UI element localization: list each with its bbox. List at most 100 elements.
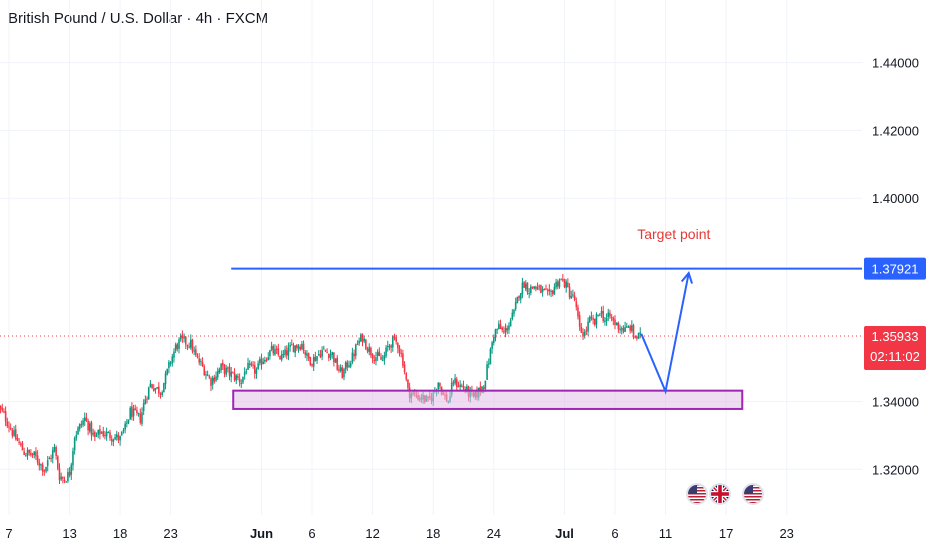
- candle-body: [309, 357, 312, 365]
- candle-body: [218, 369, 221, 373]
- candle-body: [260, 358, 263, 365]
- candle-body: [149, 383, 152, 388]
- candle-body: [302, 343, 305, 352]
- candle-body: [632, 324, 635, 335]
- candle-body: [45, 466, 47, 472]
- candle-body: [228, 366, 231, 376]
- us-flag-icon[interactable]: [686, 483, 708, 505]
- candle-body: [19, 443, 22, 445]
- support-zone[interactable]: [232, 389, 744, 410]
- candle-body: [216, 371, 219, 378]
- candle-body: [285, 350, 288, 356]
- candle-body: [16, 437, 19, 441]
- candle-body: [183, 336, 185, 339]
- candle-body: [508, 325, 510, 330]
- candle-body: [378, 351, 381, 356]
- candle-body: [299, 346, 302, 350]
- uk-flag-icon[interactable]: [709, 483, 731, 505]
- candle-body: [137, 412, 140, 414]
- candle-body: [397, 343, 399, 349]
- candle-body: [225, 367, 227, 375]
- candle-body: [629, 325, 631, 331]
- candle-body: [25, 455, 27, 457]
- projection-path[interactable]: [640, 272, 690, 395]
- candle-body: [627, 326, 630, 328]
- y-tick-label: 1.32000: [872, 462, 919, 477]
- candle-body: [622, 328, 625, 332]
- candle-body: [317, 353, 320, 356]
- candle-body: [567, 282, 569, 288]
- candle-body: [158, 386, 160, 394]
- candle-body: [365, 339, 367, 350]
- candle-body: [220, 363, 222, 371]
- candle-body: [65, 481, 68, 483]
- candle-body: [573, 295, 576, 301]
- candle-body: [358, 340, 360, 344]
- candle-body: [296, 344, 298, 349]
- candle-body: [115, 434, 118, 438]
- candle-body: [513, 309, 515, 314]
- candle-body: [639, 332, 642, 334]
- candle-body: [77, 427, 79, 435]
- candle-body: [511, 312, 514, 320]
- x-axis[interactable]: 7 13 18 23 Jun 6 12 18 24 Jul 6 11 17 23: [5, 526, 794, 541]
- candle-body: [459, 384, 461, 387]
- candle-body: [43, 470, 46, 472]
- candle-body: [242, 376, 244, 383]
- candle-body: [58, 468, 61, 481]
- candle-body: [605, 317, 608, 322]
- candle-body: [550, 290, 552, 292]
- candle-body: [343, 369, 345, 378]
- candle-body: [504, 327, 507, 333]
- candle-body: [247, 362, 249, 370]
- candle-body: [230, 371, 232, 377]
- candle-body: [144, 399, 147, 405]
- x-tick-label: Jun: [250, 526, 273, 541]
- candle-body: [38, 462, 41, 466]
- candle-body: [94, 431, 96, 437]
- candle-body: [383, 355, 386, 360]
- candle-body: [375, 357, 377, 362]
- candle-body: [80, 424, 83, 426]
- candle-body: [13, 430, 15, 436]
- candle-body: [163, 383, 165, 393]
- candle-body: [634, 335, 636, 338]
- candle-body: [518, 296, 520, 299]
- candle-body: [195, 349, 197, 356]
- candle-body: [338, 369, 340, 371]
- candle-body: [356, 344, 359, 346]
- candle-body: [481, 386, 483, 393]
- candle-body: [563, 279, 566, 288]
- candle-body: [316, 356, 318, 361]
- candle-body: [487, 363, 490, 365]
- candle-body: [479, 386, 482, 392]
- candle-body: [253, 365, 256, 374]
- candle-body: [267, 357, 270, 361]
- candle-body: [349, 363, 352, 367]
- candle-body: [548, 289, 551, 292]
- candle-body: [259, 359, 261, 363]
- drawings[interactable]: Target point: [0, 226, 862, 410]
- candle-body: [6, 421, 9, 427]
- candle-body: [386, 345, 389, 348]
- candle-body: [366, 349, 369, 352]
- candle-body: [322, 348, 325, 350]
- candle-body: [617, 322, 620, 330]
- candle-body: [568, 286, 571, 298]
- candle-body: [582, 332, 584, 337]
- candle-body: [89, 423, 91, 432]
- y-axis[interactable]: 1.44000 1.42000 1.40000 1.34000 1.32000: [872, 56, 919, 478]
- candle-body: [392, 335, 394, 348]
- candle-body: [4, 411, 7, 422]
- candle-body: [466, 386, 468, 391]
- candle-body: [156, 387, 158, 389]
- candle-body: [604, 320, 606, 323]
- event-flags[interactable]: [686, 483, 764, 505]
- candle-body: [540, 285, 542, 294]
- candle-body: [351, 352, 354, 363]
- candle-body: [594, 318, 596, 325]
- candle-body: [257, 363, 259, 369]
- us-flag-icon[interactable]: [742, 483, 764, 505]
- candle-body: [368, 346, 371, 353]
